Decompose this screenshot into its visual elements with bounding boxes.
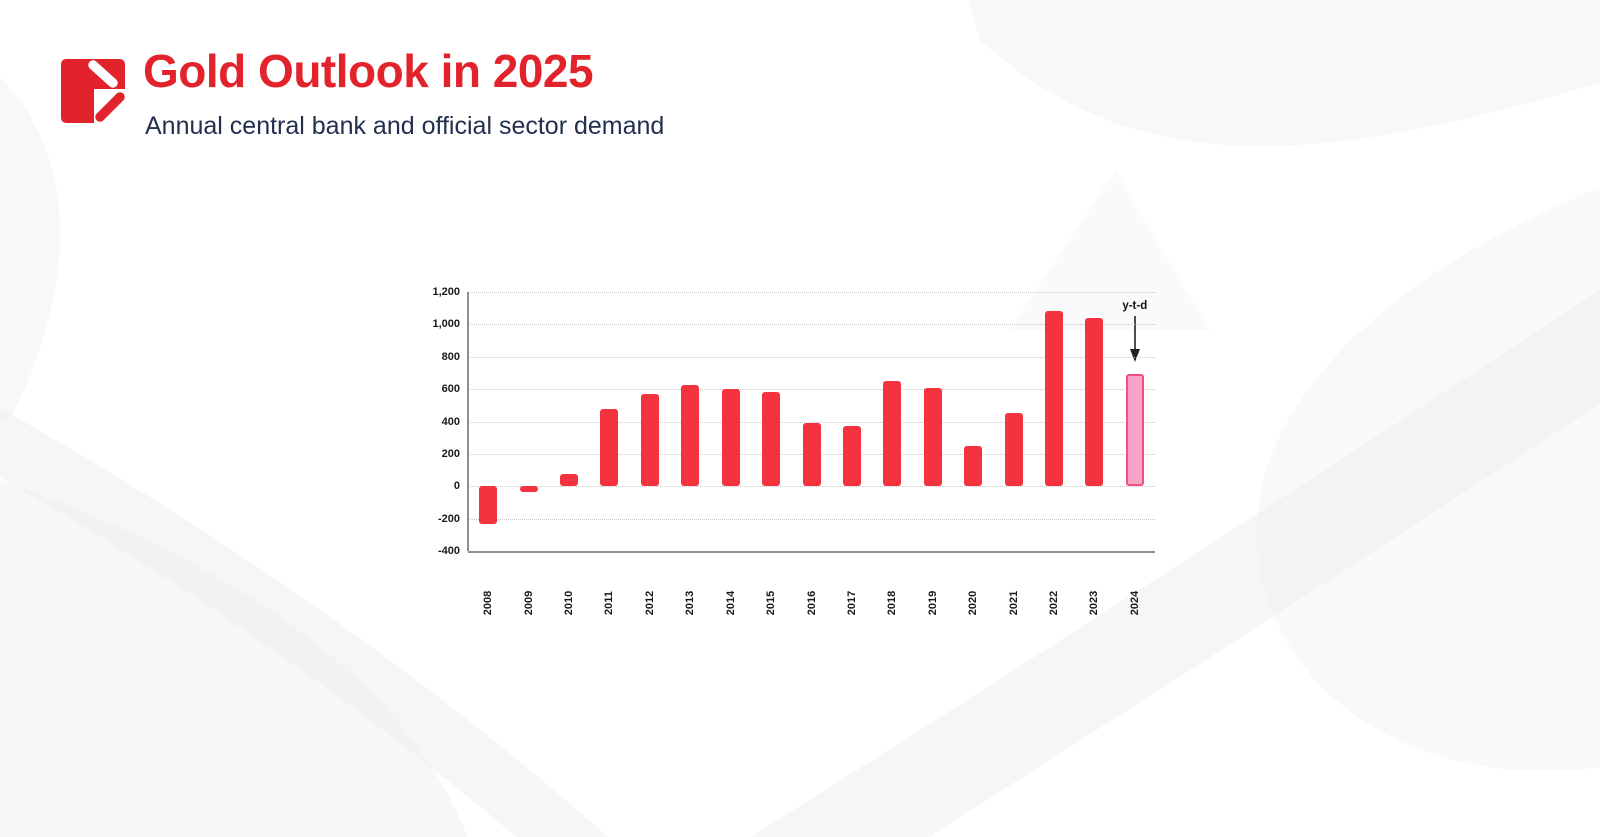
bar-2012 [640, 393, 659, 487]
gridline--200 [468, 518, 1155, 520]
bar-2019 [923, 388, 942, 487]
page-subtitle: Annual central bank and official sector … [145, 112, 665, 140]
gridline-1200 [468, 292, 1155, 293]
x-tick-label-2011: 2011 [603, 591, 616, 615]
bar-2021 [1004, 413, 1023, 487]
bar-2023 [1085, 317, 1104, 487]
bar-2018 [883, 381, 902, 487]
bar-2009 [519, 486, 538, 492]
y-axis-line [467, 292, 469, 551]
bar-2015 [762, 392, 781, 487]
x-tick-label-2018: 2018 [886, 590, 899, 616]
bar-2008 [479, 486, 498, 525]
down-arrow-icon [1129, 316, 1140, 362]
x-tick-label-2019: 2019 [926, 590, 939, 616]
y-tick-label-1200: 1,200 [432, 286, 460, 298]
bar-2020 [964, 445, 983, 487]
x-tick-label-2015: 2015 [765, 590, 778, 616]
y-tick-label-200: 200 [441, 447, 460, 460]
y-tick-label-1000: 1,000 [432, 318, 460, 331]
bar-2022 [1044, 311, 1063, 487]
gridline--400 [468, 551, 1155, 553]
x-tick-label-2014: 2014 [724, 590, 737, 616]
x-tick-label-2021: 2021 [1007, 590, 1020, 616]
gridline-1000 [468, 324, 1155, 326]
brand-logo-icon [58, 56, 128, 126]
y-tick-label-0: 0 [453, 480, 460, 493]
x-tick-label-2013: 2013 [684, 590, 697, 616]
bar-2016 [802, 423, 821, 487]
y-tick-label-400: 400 [441, 415, 460, 428]
ytd-annotation-label: y-t-d [1122, 300, 1148, 312]
y-tick-label-800: 800 [441, 350, 460, 363]
bar-2011 [600, 408, 619, 487]
x-tick-label-2023: 2023 [1088, 590, 1101, 616]
x-tick-label-2020: 2020 [967, 590, 980, 616]
x-tick-label-2010: 2010 [563, 590, 576, 616]
y-tick-label-600: 600 [441, 383, 460, 396]
bar-2013 [681, 385, 700, 487]
x-tick-label-2016: 2016 [805, 590, 818, 616]
bar-2017 [842, 425, 861, 487]
y-tick-label--200: -200 [437, 512, 460, 525]
x-tick-label-2012: 2012 [643, 590, 656, 616]
gridline-600 [468, 389, 1155, 391]
x-tick-label-2008: 2008 [482, 590, 495, 616]
gridline-800 [468, 356, 1155, 358]
x-tick-label-2009: 2009 [522, 590, 535, 616]
x-tick-label-2024: 2024 [1128, 590, 1141, 616]
bar-2010 [560, 474, 579, 487]
central-bank-demand-bar-chart: y-t-d -400 -200 0 200 400 600 800 1,000 1,200 200… [430, 270, 1190, 615]
x-tick-label-2017: 2017 [845, 590, 858, 616]
gridline-0 [468, 486, 1155, 488]
y-tick-label--400: -400 [437, 545, 460, 557]
page-title: Gold Outlook in 2025 [143, 45, 594, 97]
gridline-400 [468, 421, 1155, 423]
bar-2014 [721, 389, 740, 487]
bar-2024 [1125, 373, 1144, 487]
x-tick-label-2022: 2022 [1047, 590, 1060, 616]
